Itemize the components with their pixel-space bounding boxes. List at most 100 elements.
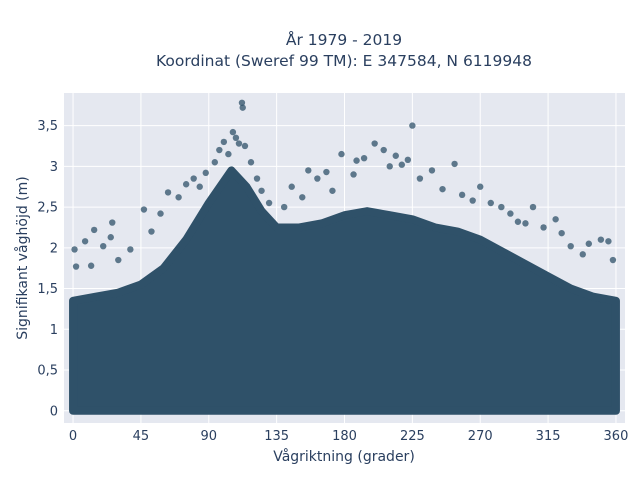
data-point [360,154,368,162]
data-point [299,194,306,201]
chart-title: År 1979 - 2019 [286,30,402,49]
data-point [605,238,612,245]
x-tick-label: 45 [133,429,150,444]
data-point [157,210,164,217]
y-tick-label: 0 [50,404,58,419]
dense-point-region [69,166,620,415]
x-axis-label: Vågriktning (grader) [273,448,415,465]
data-points [71,99,617,270]
data-point [247,159,255,166]
data-point [190,175,197,182]
x-tick-label: 0 [69,429,77,444]
data-point [338,150,345,158]
data-point [597,236,605,243]
y-axis-label: Signifikant våghöjd (m) [14,176,31,339]
y-tick-label: 1,5 [37,282,58,297]
data-point [609,256,617,264]
data-point [469,197,476,204]
data-point [164,189,172,196]
data-point [175,194,182,201]
data-point [182,181,190,188]
x-tick-label: 225 [400,429,425,444]
data-point [100,242,107,250]
data-point [552,216,559,223]
chart-subtitle: Koordinat (Sweref 99 TM): E 347584, N 61… [156,52,532,70]
data-point [487,199,494,207]
data-point [71,246,78,253]
data-point [540,224,547,231]
y-tick-label: 3,5 [37,119,58,134]
data-point-cloud [69,166,620,415]
data-point [371,140,378,147]
data-point [404,156,412,164]
data-point [115,256,122,264]
data-point [280,203,288,211]
data-point [451,160,458,168]
data-point [288,183,295,190]
data-point [567,242,574,250]
data-point [398,161,406,168]
y-tick-label: 1 [50,323,58,338]
data-point [386,163,393,170]
data-point [229,128,237,136]
data-point [216,146,223,154]
x-axis-ticks: 0 45 90 135 180 225 270 315 360 [69,429,628,444]
data-point [258,187,265,194]
data-point [148,228,155,235]
data-point [579,251,586,258]
data-point [514,218,522,225]
data-point [239,104,246,111]
data-point [439,185,446,193]
data-point [127,246,134,253]
data-point [350,171,357,178]
data-point [329,187,336,194]
data-point [235,140,243,147]
data-point [558,229,565,237]
data-point [323,168,330,176]
data-point [72,263,80,270]
data-point [211,159,219,166]
data-point [458,191,466,199]
y-tick-label: 3 [50,160,58,175]
data-point [428,167,436,174]
x-tick-label: 90 [201,429,218,444]
data-point [109,219,116,226]
data-point [380,146,387,154]
data-point [477,183,484,190]
y-axis-ticks: 0 0,5 1 1,5 2 2,5 3 3,5 [37,119,58,419]
x-tick-label: 270 [468,429,493,444]
data-point [522,220,529,227]
data-point [87,262,95,269]
data-point [253,175,261,182]
data-point [409,122,416,129]
data-point [202,169,209,177]
y-tick-label: 0,5 [37,364,58,379]
data-point [140,206,148,213]
x-tick-label: 180 [332,429,357,444]
data-point [220,138,228,146]
y-tick-label: 2,5 [37,201,58,216]
data-point [225,150,232,158]
data-point [529,203,537,211]
data-point [498,203,505,211]
data-point [265,199,273,207]
data-point [305,167,312,174]
data-point [238,99,246,106]
x-tick-label: 360 [604,429,629,444]
data-point [507,210,514,217]
data-point [585,240,593,247]
data-point [416,175,424,182]
data-point [90,226,98,234]
data-point [314,175,321,182]
y-tick-label: 2 [50,241,58,256]
data-point [353,157,360,164]
data-point [232,134,240,142]
data-point [241,142,249,150]
data-point [107,234,114,241]
x-tick-label: 135 [264,429,289,444]
data-point [196,183,203,190]
data-point [392,152,399,159]
x-tick-label: 315 [536,429,561,444]
data-point [81,238,89,245]
